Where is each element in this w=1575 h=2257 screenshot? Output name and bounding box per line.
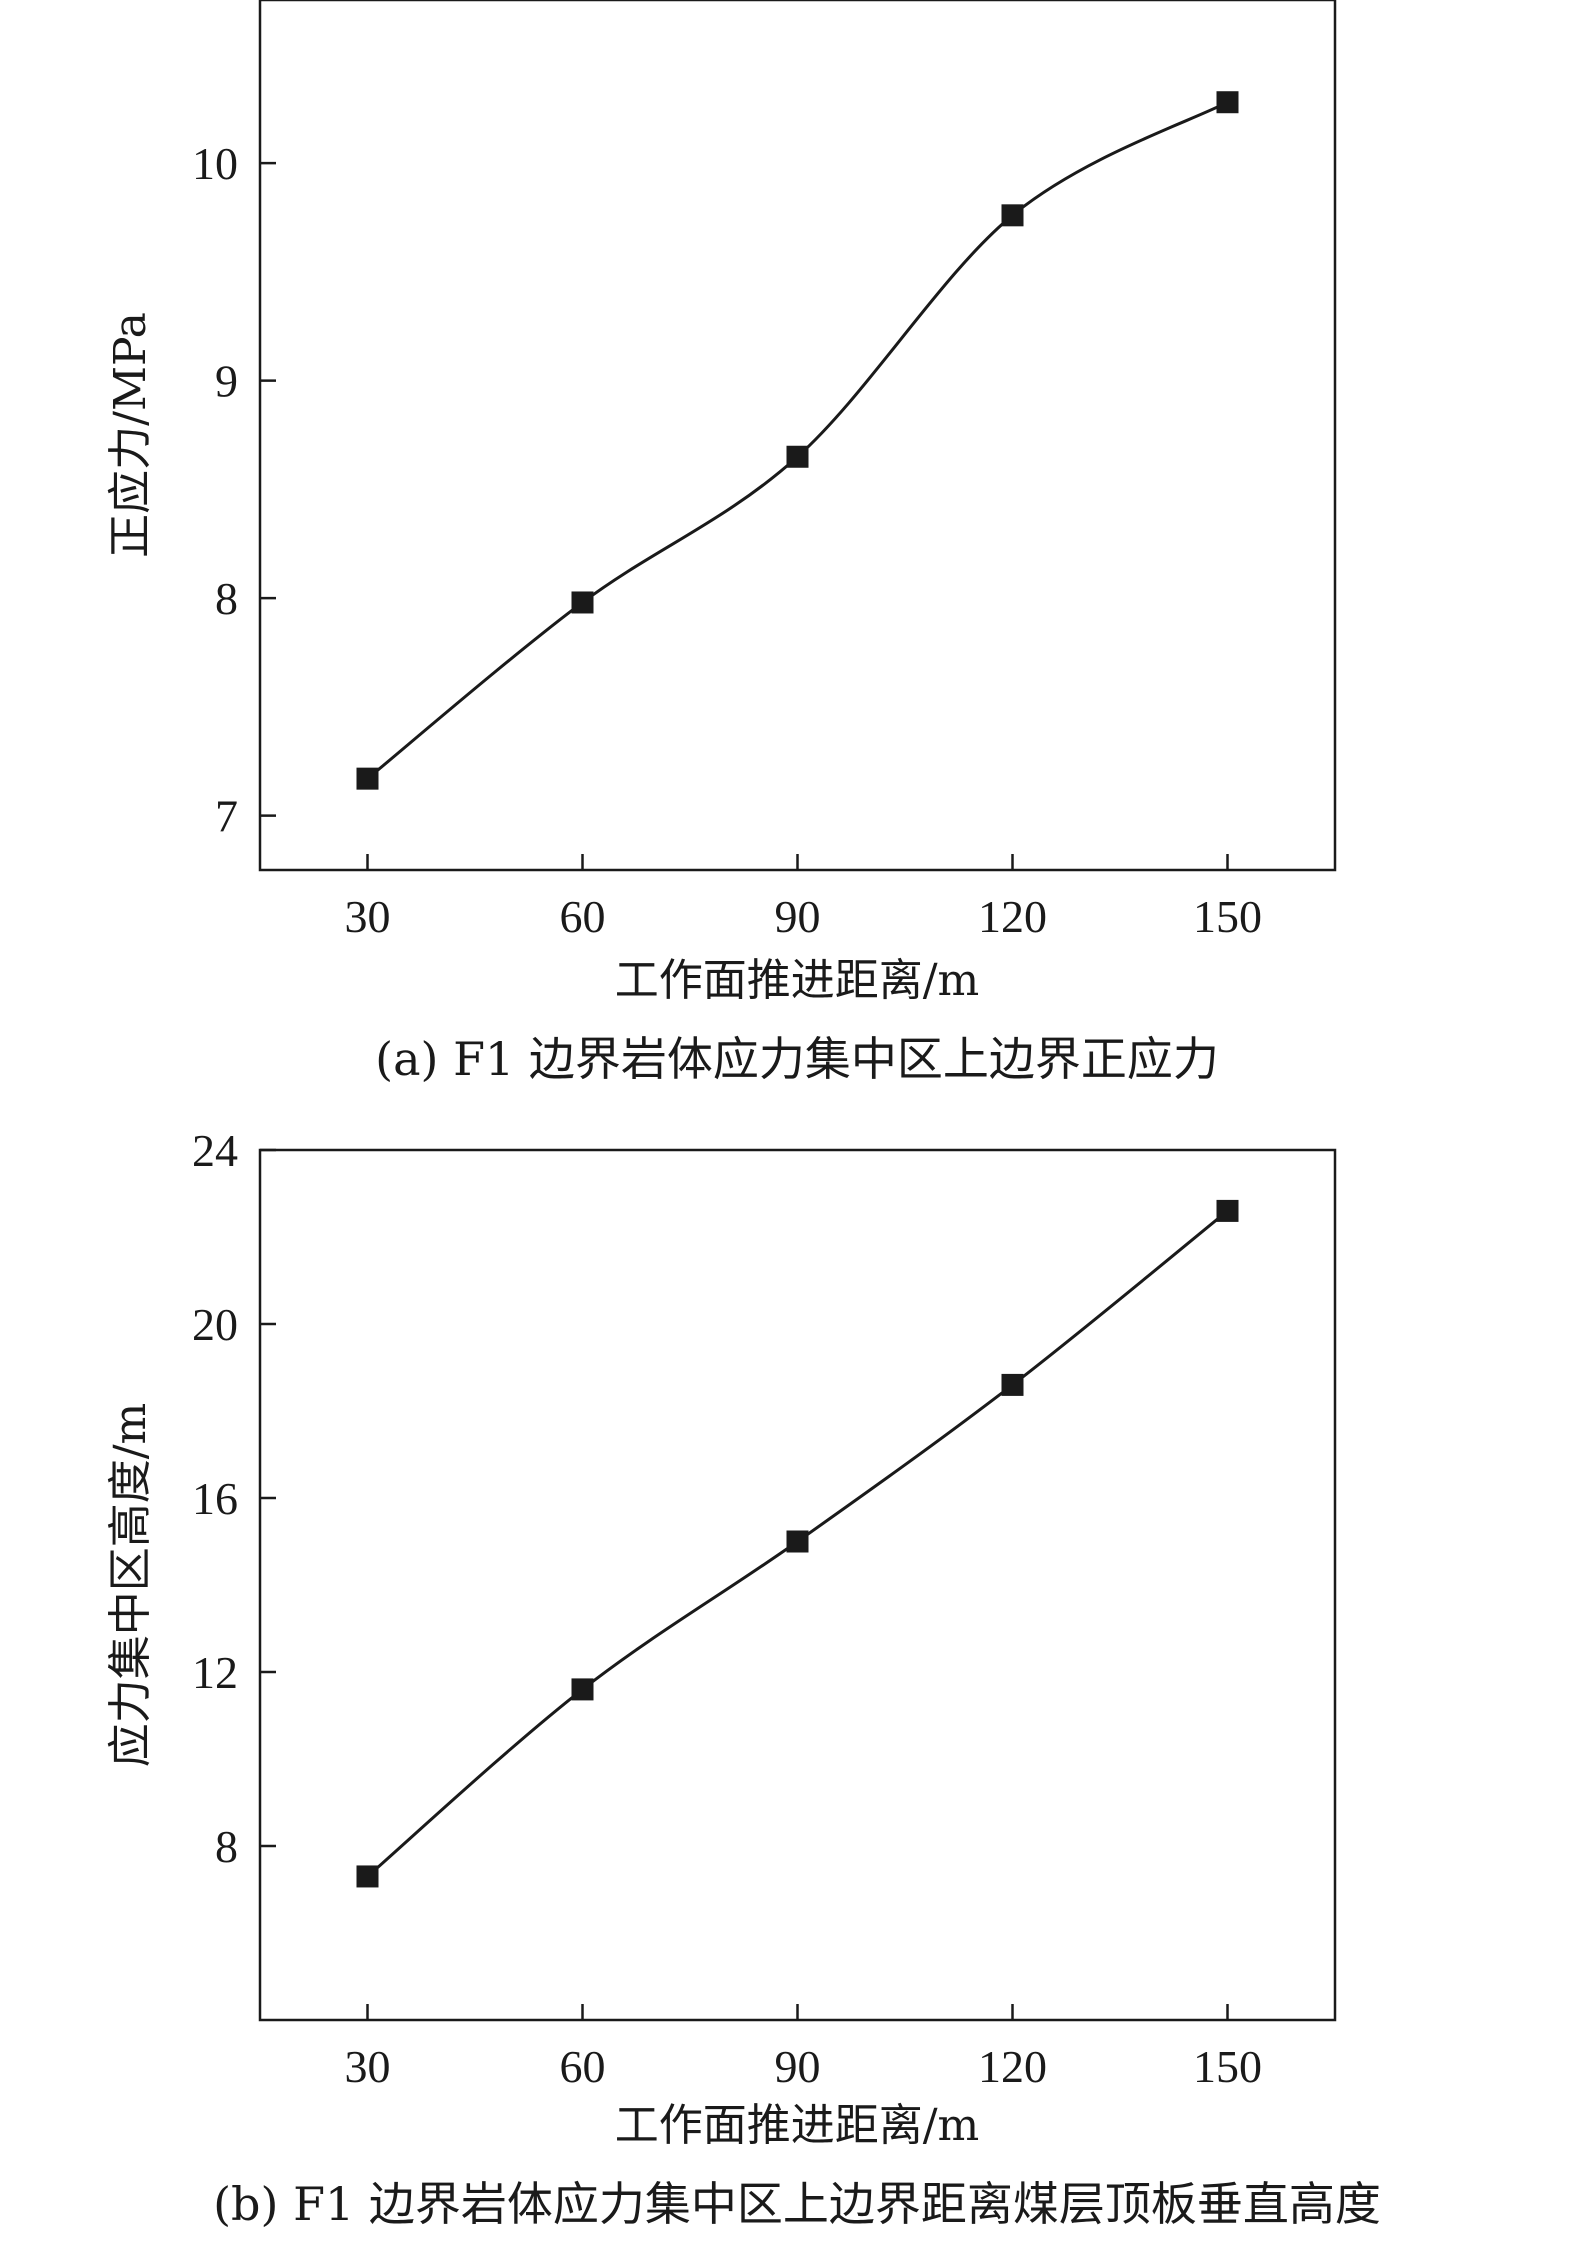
x-tick-label-a-3: 120 [978, 891, 1047, 942]
x-tick-label-a-1: 60 [560, 891, 606, 942]
y-tick-label-b-1: 12 [192, 1647, 238, 1698]
x-ticks-a: 30 60 90 120 150 [345, 854, 1262, 942]
figure-a: 30 60 90 120 150 7 8 9 10 工作面推进距离/m 正应力/MPa (a)… [0, 0, 1575, 1120]
data-point-a-2 [786, 445, 809, 468]
x-tick-label-a-0: 30 [345, 891, 391, 942]
x-tick-label-a-2: 90 [775, 891, 821, 942]
data-point-b-0 [356, 1865, 379, 1888]
x-tick-label-b-2: 90 [775, 2041, 821, 2092]
data-point-a-4 [1216, 91, 1239, 114]
x-axis-title-b: 工作面推进距离/m [615, 2100, 980, 2151]
y-axis-title-a: 正应力/MPa [105, 312, 156, 558]
data-point-a-0 [356, 767, 379, 790]
x-tick-label-b-3: 120 [978, 2041, 1047, 2092]
x-tick-label-a-4: 150 [1193, 891, 1262, 942]
y-tick-label-a-1: 8 [215, 573, 238, 624]
y-tick-label-a-2: 9 [215, 356, 238, 407]
data-point-b-2 [786, 1530, 809, 1553]
figure-b: 30 60 90 120 150 8 12 16 20 24 工作面推进距离/m 应力集中区高度… [0, 1120, 1575, 2257]
data-point-a-1 [571, 591, 594, 614]
plot-frame-a [258, 0, 1337, 872]
y-tick-label-b-0: 8 [215, 1821, 238, 1872]
markers-b [356, 1199, 1239, 1888]
markers-a [356, 91, 1239, 790]
series-line-a [366, 100, 1229, 780]
data-point-b-1 [571, 1678, 594, 1701]
y-tick-label-a-3: 10 [192, 138, 238, 189]
y-tick-label-b-2: 16 [192, 1473, 238, 1524]
data-point-a-3 [1001, 204, 1024, 227]
data-point-b-3 [1001, 1373, 1024, 1396]
y-axis-title-b: 应力集中区高度/m [105, 1403, 156, 1768]
caption-b: (b) F1 边界岩体应力集中区上边界距离煤层顶板垂直高度 [213, 2177, 1381, 2231]
x-axis-title-a: 工作面推进距离/m [615, 955, 980, 1006]
y-ticks-a: 7 8 9 10 [192, 138, 276, 842]
y-ticks-b: 8 12 16 20 24 [192, 1125, 276, 1872]
x-tick-label-b-4: 150 [1193, 2041, 1262, 2092]
chart-b: 30 60 90 120 150 8 12 16 20 24 工作面推进距离/m 应力集中区高度… [105, 1125, 1381, 2231]
x-tick-label-b-1: 60 [560, 2041, 606, 2092]
x-ticks-b: 30 60 90 120 150 [345, 2004, 1262, 2092]
plot-frame-b [258, 1148, 1337, 2022]
chart-a: 30 60 90 120 150 7 8 9 10 工作面推进距离/m 正应力/MPa (a)… [105, 0, 1337, 1086]
y-tick-label-b-4: 24 [192, 1125, 238, 1176]
caption-a: (a) F1 边界岩体应力集中区上边界正应力 [375, 1032, 1219, 1086]
y-tick-label-b-3: 20 [192, 1299, 238, 1350]
y-tick-label-a-0: 7 [215, 791, 238, 842]
data-point-b-4 [1216, 1199, 1239, 1222]
x-tick-label-b-0: 30 [345, 2041, 391, 2092]
